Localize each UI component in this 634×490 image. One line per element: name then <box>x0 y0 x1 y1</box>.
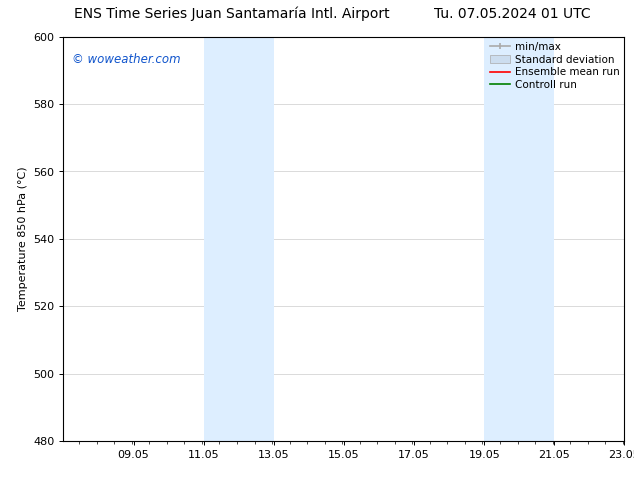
Text: © woweather.com: © woweather.com <box>72 53 181 66</box>
Text: Tu. 07.05.2024 01 UTC: Tu. 07.05.2024 01 UTC <box>434 6 591 21</box>
Text: ENS Time Series Juan Santamaría Intl. Airport: ENS Time Series Juan Santamaría Intl. Ai… <box>74 6 389 21</box>
Title: ENS Time Series Juan Santamaría Intl. Airport      Tu. 07.05.2024 01 UTC: ENS Time Series Juan Santamaría Intl. Ai… <box>0 489 1 490</box>
Legend: min/max, Standard deviation, Ensemble mean run, Controll run: min/max, Standard deviation, Ensemble me… <box>488 40 621 92</box>
Y-axis label: Temperature 850 hPa (°C): Temperature 850 hPa (°C) <box>18 167 27 311</box>
Bar <box>484 37 554 441</box>
Bar <box>204 37 274 441</box>
